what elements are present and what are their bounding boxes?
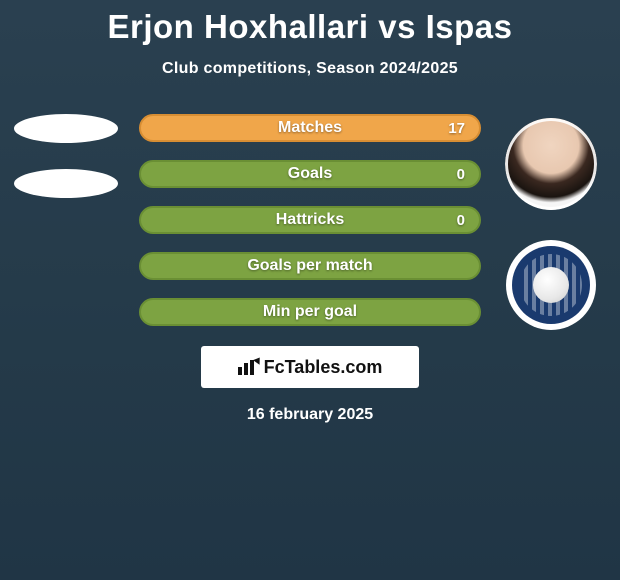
left-player-photo-placeholder bbox=[14, 114, 118, 143]
watermark-text: FcTables.com bbox=[264, 357, 383, 378]
left-player-column bbox=[8, 114, 123, 198]
page-title: Erjon Hoxhallari vs Ispas bbox=[0, 0, 620, 46]
left-club-badge-placeholder bbox=[14, 169, 118, 198]
stat-label: Goals bbox=[141, 165, 479, 183]
footer-date-text: 16 february 2025 bbox=[247, 406, 373, 423]
watermark: FcTables.com bbox=[201, 346, 419, 388]
page-subtitle: Club competitions, Season 2024/2025 bbox=[0, 60, 620, 78]
club-badge-ball-icon bbox=[533, 267, 569, 303]
stat-right-value: 17 bbox=[448, 120, 465, 137]
stat-right-value: 0 bbox=[457, 212, 465, 229]
title-text: Erjon Hoxhallari vs Ispas bbox=[108, 8, 513, 45]
stat-row: Min per goal bbox=[139, 298, 481, 326]
right-club-badge bbox=[506, 240, 596, 330]
club-badge-inner bbox=[512, 246, 590, 324]
stat-row: Goals0 bbox=[139, 160, 481, 188]
subtitle-text: Club competitions, Season 2024/2025 bbox=[162, 60, 458, 77]
stat-label: Goals per match bbox=[141, 257, 479, 275]
stat-label: Min per goal bbox=[141, 303, 479, 321]
bar-chart-icon bbox=[238, 359, 258, 375]
footer-date: 16 february 2025 bbox=[0, 406, 620, 424]
comparison-content: Matches17Goals0Hattricks0Goals per match… bbox=[0, 114, 620, 424]
stat-label: Matches bbox=[141, 119, 479, 137]
right-player-column bbox=[502, 118, 600, 330]
stat-row: Goals per match bbox=[139, 252, 481, 280]
right-player-photo bbox=[505, 118, 597, 210]
stat-right-value: 0 bbox=[457, 166, 465, 183]
stats-table: Matches17Goals0Hattricks0Goals per match… bbox=[139, 114, 481, 326]
stat-row: Matches17 bbox=[139, 114, 481, 142]
stat-row: Hattricks0 bbox=[139, 206, 481, 234]
stat-label: Hattricks bbox=[141, 211, 479, 229]
